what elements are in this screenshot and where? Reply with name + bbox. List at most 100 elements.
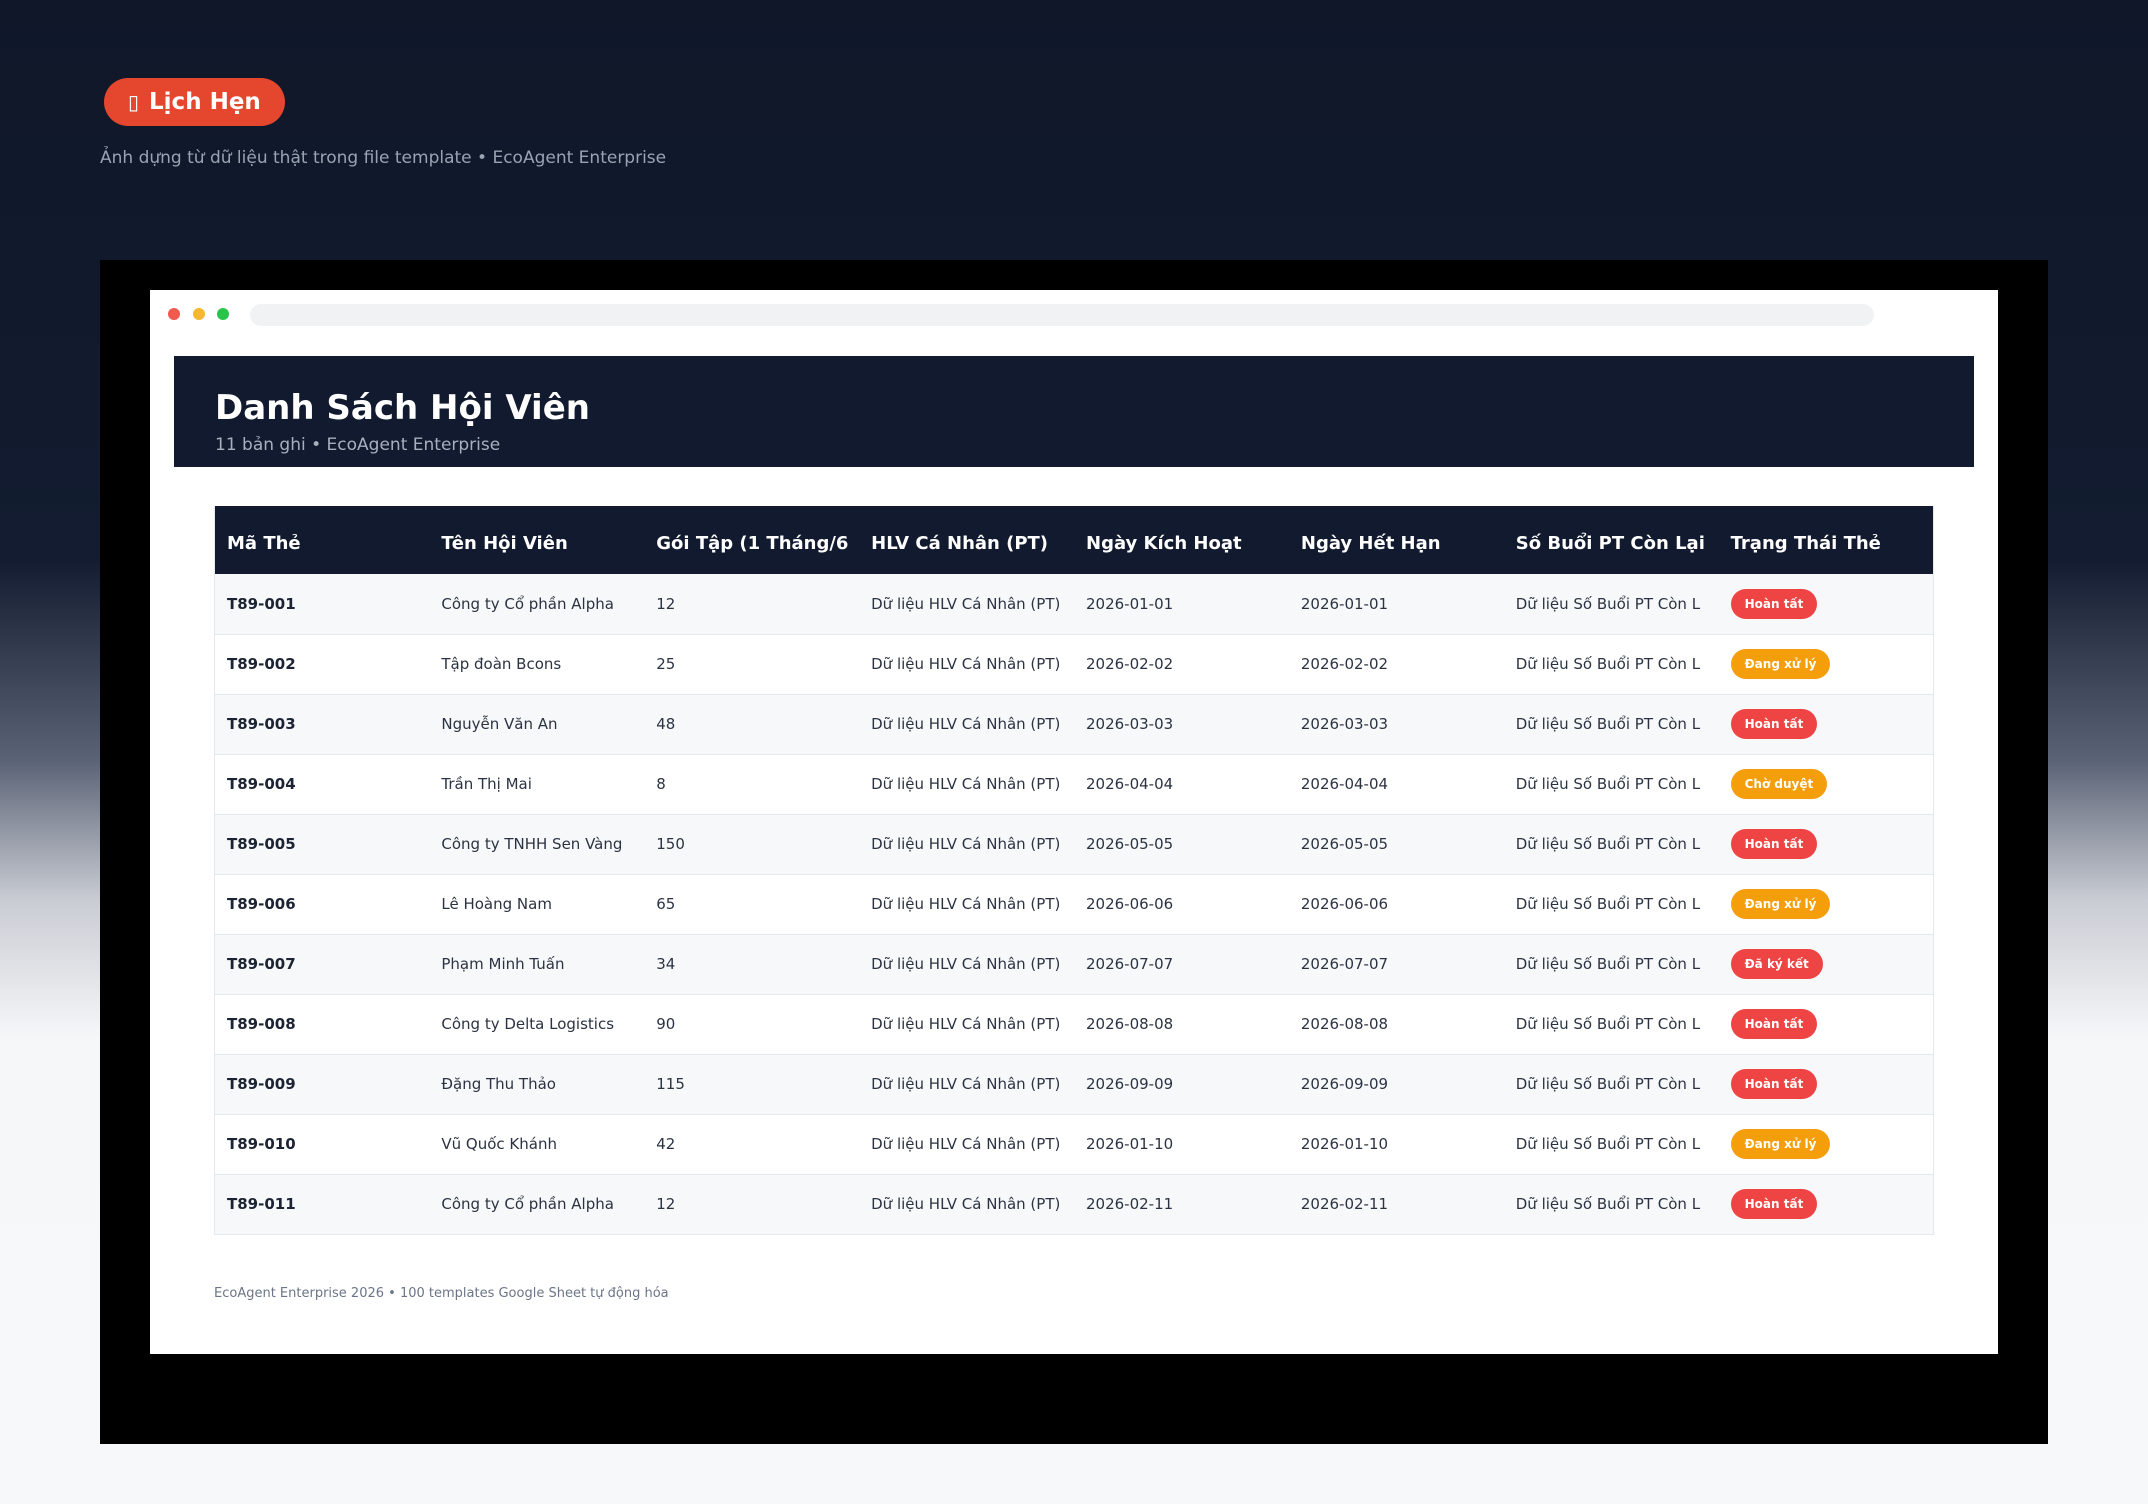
member-name-cell: Tập đoàn Bcons (441, 655, 562, 673)
activation-date-cell: 2026-06-06 (1086, 895, 1174, 913)
expiry-date-cell: 2026-03-03 (1300, 715, 1389, 733)
activation-date-cell: 2026-05-05 (1086, 835, 1174, 853)
member-name-cell: Công ty Cổ phần Alpha (441, 1195, 614, 1213)
package-cell: 42 (656, 1135, 676, 1153)
pt-sessions-left-cell: Dữ liệu Số Buổi PT Còn L (1515, 955, 1701, 973)
member-name-cell: Công ty Cổ phần Alpha (441, 594, 614, 613)
pt-trainer-cell: Dữ liệu HLV Cá Nhân (PT) (871, 835, 1061, 853)
card-status-cell: Hoàn tất (1719, 814, 1934, 874)
package-cell: 12 (656, 1195, 676, 1213)
record-count: 11 bản ghi • EcoAgent Enterprise (215, 435, 501, 456)
screenshot-frame: Danh Sách Hội Viên 11 bản ghi • EcoAgent… (100, 260, 2048, 1444)
card-id-cell: T89-002 (227, 655, 296, 673)
member-name-cell: Công ty Delta Logistics (441, 1015, 615, 1033)
pt-sessions-left-cell: Dữ liệu Số Buổi PT Còn L (1515, 775, 1701, 793)
card-id-cell: T89-007 (227, 955, 296, 973)
pt-trainer-cell: Dữ liệu HLV Cá Nhân (PT) (871, 955, 1061, 973)
page-title: Danh Sách Hội Viên (215, 388, 590, 428)
footer-note: EcoAgent Enterprise 2026 • 100 templates… (214, 1286, 669, 1301)
browser-chrome (150, 290, 1998, 338)
package-cell: 150 (656, 835, 685, 853)
table-row[interactable]: T89-006 Lê Hoàng Nam 65 Dữ liệu HLV Cá Nhân… (214, 874, 1934, 934)
card-status-cell: Hoàn tất (1719, 994, 1934, 1054)
activation-date-cell: 2026-01-10 (1086, 1135, 1174, 1153)
pt-sessions-left-cell: Dữ liệu Số Buổi PT Còn L (1515, 1135, 1701, 1153)
status-badge: Đang xử lý (1730, 1129, 1831, 1159)
address-bar[interactable] (250, 304, 1874, 326)
card-id-cell: T89-005 (227, 835, 296, 853)
table-row[interactable]: T89-005 Công ty TNHH Sen Vàng 150 Dữ liệu H… (214, 814, 1934, 874)
table-row[interactable]: T89-010 Vũ Quốc Khánh 42 Dữ liệu HLV Cá Nhâ… (214, 1114, 1934, 1174)
table-row[interactable]: T89-002 Tập đoàn Bcons 25 Dữ liệu HLV Cá Nh… (214, 634, 1934, 694)
pt-trainer-cell: Dữ liệu HLV Cá Nhân (PT) (871, 715, 1061, 733)
package-cell: 65 (656, 895, 676, 913)
appointments-button[interactable]: ▯ Lịch Hẹn (104, 78, 285, 126)
browser-window: Danh Sách Hội Viên 11 bản ghi • EcoAgent… (150, 290, 1998, 1354)
pt-sessions-left-cell: Dữ liệu Số Buổi PT Còn L (1515, 1195, 1701, 1213)
table-row[interactable]: T89-004 Trần Thị Mai 8 Dữ liệu HLV Cá Nhân … (214, 754, 1934, 814)
calendar-icon: ▯ (128, 90, 140, 114)
pt-trainer-cell: Dữ liệu HLV Cá Nhân (PT) (871, 1195, 1061, 1213)
sheet-header: Danh Sách Hội Viên 11 bản ghi • EcoAgent… (174, 356, 1974, 467)
package-cell: 8 (656, 775, 666, 793)
card-status-cell: Hoàn tất (1719, 1054, 1934, 1114)
status-badge: Hoàn tất (1730, 1009, 1818, 1039)
expiry-date-cell: 2026-01-10 (1300, 1135, 1389, 1153)
column-header[interactable]: Gói Tập (1 Tháng/6 (656, 532, 849, 554)
pt-trainer-cell: Dữ liệu HLV Cá Nhân (PT) (871, 895, 1061, 913)
activation-date-cell: 2026-02-02 (1086, 655, 1174, 673)
card-status-cell: Hoàn tất (1719, 574, 1934, 634)
pt-trainer-cell: Dữ liệu HLV Cá Nhân (PT) (871, 1135, 1061, 1153)
pt-sessions-left-cell: Dữ liệu Số Buổi PT Còn L (1515, 835, 1701, 853)
pt-trainer-cell: Dữ liệu HLV Cá Nhân (PT) (871, 1075, 1061, 1093)
column-header[interactable]: Ngày Kích Hoạt (1086, 532, 1242, 554)
pt-sessions-left-cell: Dữ liệu Số Buổi PT Còn L (1515, 655, 1701, 673)
close-window-dot[interactable] (168, 308, 180, 320)
maximize-window-dot[interactable] (217, 308, 229, 320)
pt-trainer-cell: Dữ liệu HLV Cá Nhân (PT) (871, 594, 1061, 613)
status-badge: Chờ duyệt (1730, 769, 1828, 799)
card-id-cell: T89-008 (227, 1015, 296, 1033)
column-header[interactable]: Số Buổi PT Còn Lại (1515, 532, 1705, 554)
expiry-date-cell: 2026-09-09 (1300, 1075, 1389, 1093)
column-header[interactable]: Ngày Hết Hạn (1300, 532, 1441, 554)
activation-date-cell: 2026-03-03 (1086, 715, 1174, 733)
table-row[interactable]: T89-003 Nguyễn Văn An 48 Dữ liệu HLV Cá Nhâ… (214, 694, 1934, 754)
member-name-cell: Phạm Minh Tuấn (441, 955, 565, 973)
package-cell: 48 (656, 715, 676, 733)
member-name-cell: Nguyễn Văn An (441, 715, 558, 733)
table-row[interactable]: T89-009 Đặng Thu Thảo 115 Dữ liệu HLV Cá Nh… (214, 1054, 1934, 1114)
expiry-date-cell: 2026-08-08 (1300, 1015, 1389, 1033)
package-cell: 90 (656, 1015, 676, 1033)
member-name-cell: Trần Thị Mai (441, 775, 532, 793)
pt-sessions-left-cell: Dữ liệu Số Buổi PT Còn L (1515, 895, 1701, 913)
status-badge: Đang xử lý (1730, 649, 1831, 679)
table-row[interactable]: T89-008 Công ty Delta Logistics 90 Dữ liệu … (214, 994, 1934, 1054)
expiry-date-cell: 2026-05-05 (1300, 835, 1389, 853)
column-header[interactable]: Tên Hội Viên (441, 532, 568, 554)
table-row[interactable]: T89-001 Công ty Cổ phần Alpha 12 Dữ liệu HL… (214, 574, 1934, 634)
package-cell: 34 (656, 955, 676, 973)
package-cell: 115 (656, 1075, 685, 1093)
member-name-cell: Đặng Thu Thảo (441, 1075, 556, 1093)
expiry-date-cell: 2026-07-07 (1300, 955, 1389, 973)
minimize-window-dot[interactable] (193, 308, 205, 320)
card-id-cell: T89-011 (227, 1195, 296, 1213)
table-row[interactable]: T89-011 Công ty Cổ phần Alpha 12 Dữ liệu HL… (214, 1174, 1934, 1234)
table-row[interactable]: T89-007 Phạm Minh Tuấn 34 Dữ liệu HLV Cá Nh… (214, 934, 1934, 994)
appointments-label: Lịch Hẹn (149, 89, 261, 115)
members-table-container: Mã Thẻ Tên Hội Viên Gói Tập (1 Tháng/6 H… (214, 506, 1934, 1235)
expiry-date-cell: 2026-06-06 (1300, 895, 1389, 913)
card-id-cell: T89-010 (227, 1135, 296, 1153)
card-id-cell: T89-001 (227, 594, 296, 613)
column-header[interactable]: Mã Thẻ (227, 532, 301, 554)
card-status-cell: Đang xử lý (1719, 1114, 1934, 1174)
card-status-cell: Đã ký kết (1719, 934, 1934, 994)
package-cell: 12 (656, 594, 676, 613)
pt-trainer-cell: Dữ liệu HLV Cá Nhân (PT) (871, 1015, 1061, 1033)
activation-date-cell: 2026-02-11 (1086, 1195, 1174, 1213)
column-header[interactable]: HLV Cá Nhân (PT) (871, 532, 1049, 554)
member-name-cell: Vũ Quốc Khánh (441, 1135, 557, 1153)
column-header[interactable]: Trạng Thái Thẻ (1730, 532, 1881, 554)
status-badge: Hoàn tất (1730, 829, 1818, 859)
